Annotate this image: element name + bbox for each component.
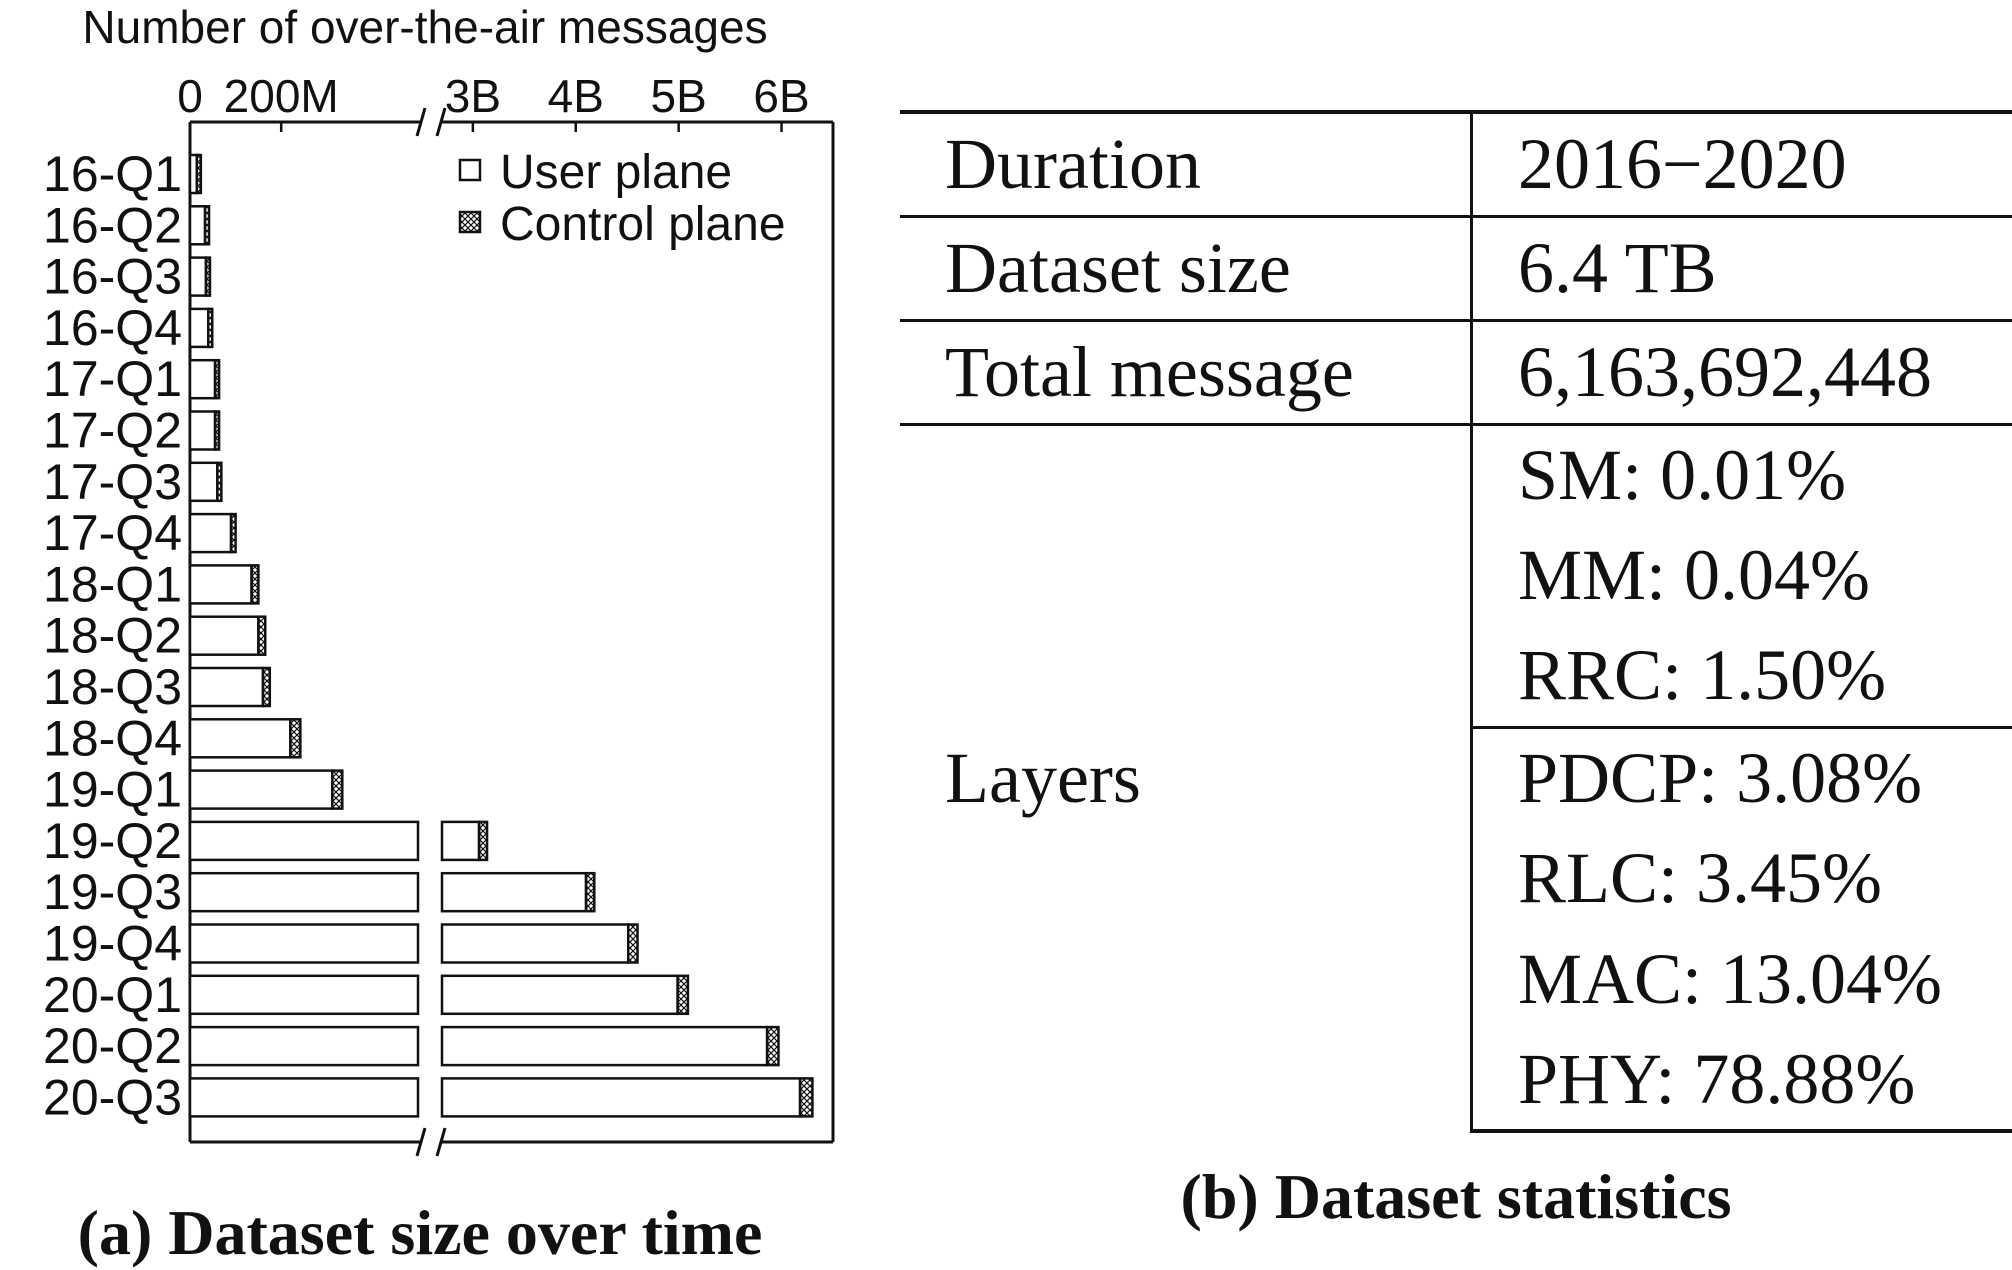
layer-share: MAC: 13.04% bbox=[1472, 929, 2012, 1030]
stats-row-duration: Duration 2016−2020 bbox=[900, 112, 2012, 216]
category-label: 20-Q1 bbox=[43, 967, 182, 1023]
bar-user-plane bbox=[442, 1078, 800, 1116]
bar-control-plane bbox=[215, 412, 219, 450]
bar-user-plane bbox=[190, 309, 208, 347]
bar-user-plane bbox=[190, 1078, 418, 1116]
stats-row-dataset-size: Dataset size 6.4 TB bbox=[900, 216, 2012, 320]
x-tick-label: 6B bbox=[753, 70, 809, 122]
bar-user-plane bbox=[190, 514, 231, 552]
bar-user-plane bbox=[190, 822, 418, 860]
stats-value: 2016−2020 bbox=[1472, 112, 2012, 216]
bar-user-plane bbox=[442, 873, 586, 911]
layer-share: PHY: 78.88% bbox=[1472, 1030, 2012, 1131]
bar-user-plane bbox=[190, 565, 252, 603]
category-label: 18-Q1 bbox=[43, 556, 182, 612]
bar-control-plane bbox=[263, 668, 270, 706]
bar-user-plane bbox=[190, 668, 263, 706]
legend-swatch-control-plane bbox=[460, 212, 480, 232]
x-tick-label: 4B bbox=[548, 70, 604, 122]
bar-control-plane bbox=[332, 771, 342, 809]
bar-user-plane bbox=[190, 206, 205, 244]
bar-user-plane bbox=[442, 1027, 767, 1065]
bar-control-plane bbox=[678, 976, 688, 1014]
bar-control-plane bbox=[586, 873, 594, 911]
stats-layer-row: Layers SM: 0.01% bbox=[900, 424, 2012, 525]
bar-user-plane bbox=[190, 771, 332, 809]
legend-label: User plane bbox=[500, 146, 732, 199]
bar-user-plane bbox=[190, 719, 290, 757]
x-tick-label: 5B bbox=[651, 70, 707, 122]
bar-control-plane bbox=[479, 822, 487, 860]
bar-control-plane bbox=[197, 155, 201, 193]
bar-control-plane bbox=[628, 925, 637, 963]
bar-user-plane bbox=[190, 463, 217, 501]
bars bbox=[190, 155, 812, 1116]
bar-control-plane bbox=[258, 617, 265, 655]
category-label: 17-Q3 bbox=[43, 454, 182, 510]
bar-user-plane bbox=[442, 976, 678, 1014]
bar-control-plane bbox=[217, 463, 221, 501]
layer-share: PDCP: 3.08% bbox=[1472, 727, 2012, 828]
caption-dataset-size: (a) Dataset size over time bbox=[0, 1196, 840, 1270]
bar-user-plane bbox=[190, 258, 206, 296]
bar-control-plane bbox=[290, 719, 300, 757]
chart-title: Number of over-the-air messages bbox=[82, 1, 767, 53]
bar-chart: Number of over-the-air messages 0 200M 3B 4… bbox=[0, 0, 900, 1269]
bar-user-plane bbox=[442, 925, 628, 963]
bar-user-plane bbox=[190, 412, 215, 450]
bar-control-plane bbox=[800, 1078, 812, 1116]
bar-user-plane bbox=[190, 360, 215, 398]
bar-control-plane bbox=[252, 565, 259, 603]
category-label: 18-Q3 bbox=[43, 659, 182, 715]
category-label: 18-Q2 bbox=[43, 608, 182, 664]
stats-value: 6,163,692,448 bbox=[1472, 320, 2012, 424]
x-tick-label: 0 bbox=[177, 70, 203, 122]
category-label: 16-Q3 bbox=[43, 249, 182, 305]
bar-user-plane bbox=[190, 925, 418, 963]
legend-swatch-user-plane bbox=[460, 160, 480, 180]
stats-key: Total message bbox=[900, 320, 1472, 424]
bar-control-plane bbox=[231, 514, 236, 552]
legend-label: Control plane bbox=[500, 198, 786, 251]
category-label: 19-Q4 bbox=[43, 916, 182, 972]
category-label: 16-Q4 bbox=[43, 300, 182, 356]
layer-share: MM: 0.04% bbox=[1472, 525, 2012, 626]
bar-control-plane bbox=[767, 1027, 778, 1065]
category-label: 16-Q1 bbox=[43, 146, 182, 202]
stats-row-total-message: Total message 6,163,692,448 bbox=[900, 320, 2012, 424]
category-label: 17-Q1 bbox=[43, 351, 182, 407]
layer-share: SM: 0.01% bbox=[1472, 424, 2012, 525]
x-tick-label: 200M bbox=[224, 70, 339, 122]
bar-control-plane bbox=[208, 309, 212, 347]
bar-control-plane bbox=[215, 360, 219, 398]
category-label: 20-Q3 bbox=[43, 1069, 182, 1125]
bar-user-plane bbox=[190, 976, 418, 1014]
caption-dataset-statistics: (b) Dataset statistics bbox=[900, 1160, 2012, 1234]
category-label: 19-Q3 bbox=[43, 864, 182, 920]
bar-user-plane bbox=[190, 873, 418, 911]
bar-control-plane bbox=[205, 206, 209, 244]
stats-key: Duration bbox=[900, 112, 1472, 216]
layer-share: RRC: 1.50% bbox=[1472, 626, 2012, 727]
stats-table: Duration 2016−2020 Dataset size 6.4 TB T… bbox=[900, 110, 2012, 1133]
bar-user-plane bbox=[190, 617, 258, 655]
category-label: 19-Q1 bbox=[43, 762, 182, 818]
stats-value: 6.4 TB bbox=[1472, 216, 2012, 320]
x-tick-label: 3B bbox=[445, 70, 501, 122]
category-label: 20-Q2 bbox=[43, 1018, 182, 1074]
bar-user-plane bbox=[442, 822, 479, 860]
category-label: 19-Q2 bbox=[43, 813, 182, 869]
category-label: 17-Q2 bbox=[43, 403, 182, 459]
category-label: 18-Q4 bbox=[43, 710, 182, 766]
bar-control-plane bbox=[206, 258, 210, 296]
category-label: 16-Q2 bbox=[43, 197, 182, 253]
bar-user-plane bbox=[190, 1027, 418, 1065]
stats-key-layers: Layers bbox=[900, 424, 1472, 1131]
category-label: 17-Q4 bbox=[43, 505, 182, 561]
stats-key: Dataset size bbox=[900, 216, 1472, 320]
category-labels: 16-Q116-Q216-Q316-Q417-Q117-Q217-Q317-Q4… bbox=[43, 146, 182, 1125]
layer-share: RLC: 3.45% bbox=[1472, 828, 2012, 929]
